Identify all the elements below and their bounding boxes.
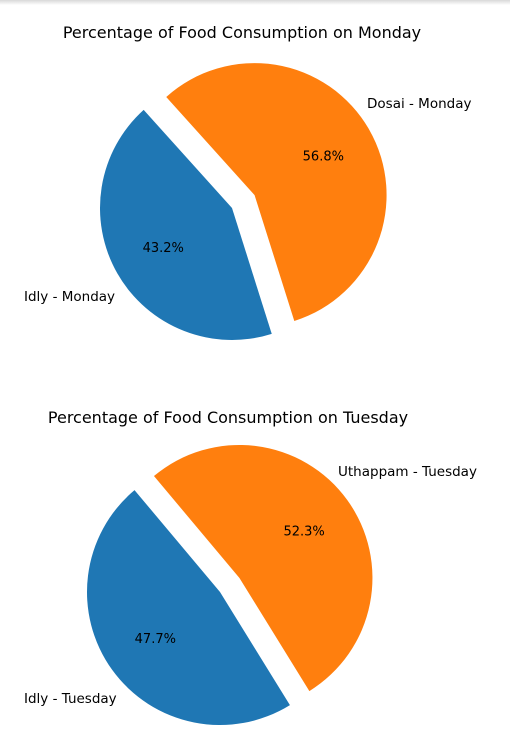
- slice-label-dosai-monday: Dosai - Monday: [367, 96, 471, 112]
- pie-slice-dosai-monday: [166, 63, 387, 321]
- pie-slice-idly-monday: [99, 109, 272, 341]
- chart-title-monday: Percentage of Food Consumption on Monday: [63, 23, 421, 42]
- slice-label-uthappam-tuesday: Uthappam - Tuesday: [338, 464, 477, 480]
- percent-label-dosai-monday: 56.8%: [303, 149, 344, 164]
- pie-slice-uthappam-tuesday: [153, 444, 373, 692]
- pie-chart-monday: Percentage of Food Consumption on Monday…: [24, 23, 471, 341]
- percent-label-uthappam-tuesday: 52.3%: [283, 525, 324, 540]
- slice-label-idly-tuesday: Idly - Tuesday: [24, 691, 117, 707]
- pie-slice-idly-tuesday: [87, 490, 290, 725]
- percent-label-idly-tuesday: 47.7%: [135, 632, 176, 647]
- window-top-edge: [0, 0, 510, 5]
- slice-label-idly-monday: Idly - Monday: [24, 289, 115, 305]
- pie-chart-tuesday: Percentage of Food Consumption on Tuesda…: [24, 408, 477, 725]
- chart-title-tuesday: Percentage of Food Consumption on Tuesda…: [48, 408, 408, 427]
- percent-label-idly-monday: 43.2%: [143, 241, 184, 256]
